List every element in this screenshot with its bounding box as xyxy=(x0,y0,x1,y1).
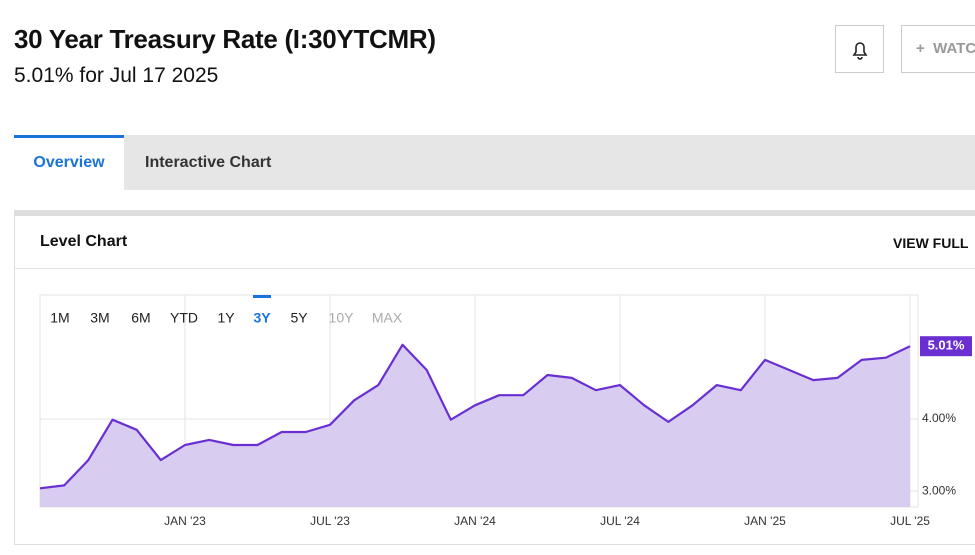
range-button[interactable]: 1Y xyxy=(217,310,235,326)
tab-bar xyxy=(14,135,975,190)
page-subtitle: 5.01% for Jul 17 2025 xyxy=(14,64,219,87)
y-tick-label: 4.00% xyxy=(922,411,956,425)
alert-button[interactable] xyxy=(835,25,884,73)
range-button[interactable]: 3Y xyxy=(253,310,271,326)
x-tick-label: JAN '24 xyxy=(454,514,496,528)
last-value-label: 5.01% xyxy=(928,338,965,353)
bell-icon xyxy=(852,42,868,60)
x-tick-label: JAN '25 xyxy=(744,514,786,528)
range-button[interactable]: 5Y xyxy=(290,310,308,326)
range-button[interactable]: 1M xyxy=(50,310,69,326)
card-title: Level Chart xyxy=(40,233,128,250)
x-tick-label: JAN '23 xyxy=(164,514,206,528)
card xyxy=(14,210,975,545)
divider xyxy=(14,268,975,269)
x-tick-label: JUL '24 xyxy=(600,514,640,528)
watch-label: WATC xyxy=(933,40,975,57)
range-button[interactable]: 3M xyxy=(90,310,109,326)
x-tick-label: JUL '23 xyxy=(310,514,350,528)
range-button[interactable]: YTD xyxy=(170,310,198,326)
last-value-badge xyxy=(920,336,972,357)
tab[interactable]: Overview xyxy=(14,135,124,190)
range-button[interactable]: 6M xyxy=(131,310,150,326)
range-button[interactable]: 10Y xyxy=(329,310,355,326)
area xyxy=(40,344,910,507)
page-title: 30 Year Treasury Rate (I:30YTCMR) xyxy=(14,24,436,54)
line xyxy=(39,343,911,490)
watch-button[interactable]: + WATC xyxy=(901,25,975,73)
y-tick-label: 3.00% xyxy=(922,483,956,497)
active-range-indicator xyxy=(253,295,271,298)
range-button[interactable]: MAX xyxy=(372,310,403,326)
x-tick-label: JUL '25 xyxy=(890,514,930,528)
view-full-link[interactable]: VIEW FULL xyxy=(893,235,969,251)
tab[interactable]: Interactive Chart xyxy=(145,154,272,171)
